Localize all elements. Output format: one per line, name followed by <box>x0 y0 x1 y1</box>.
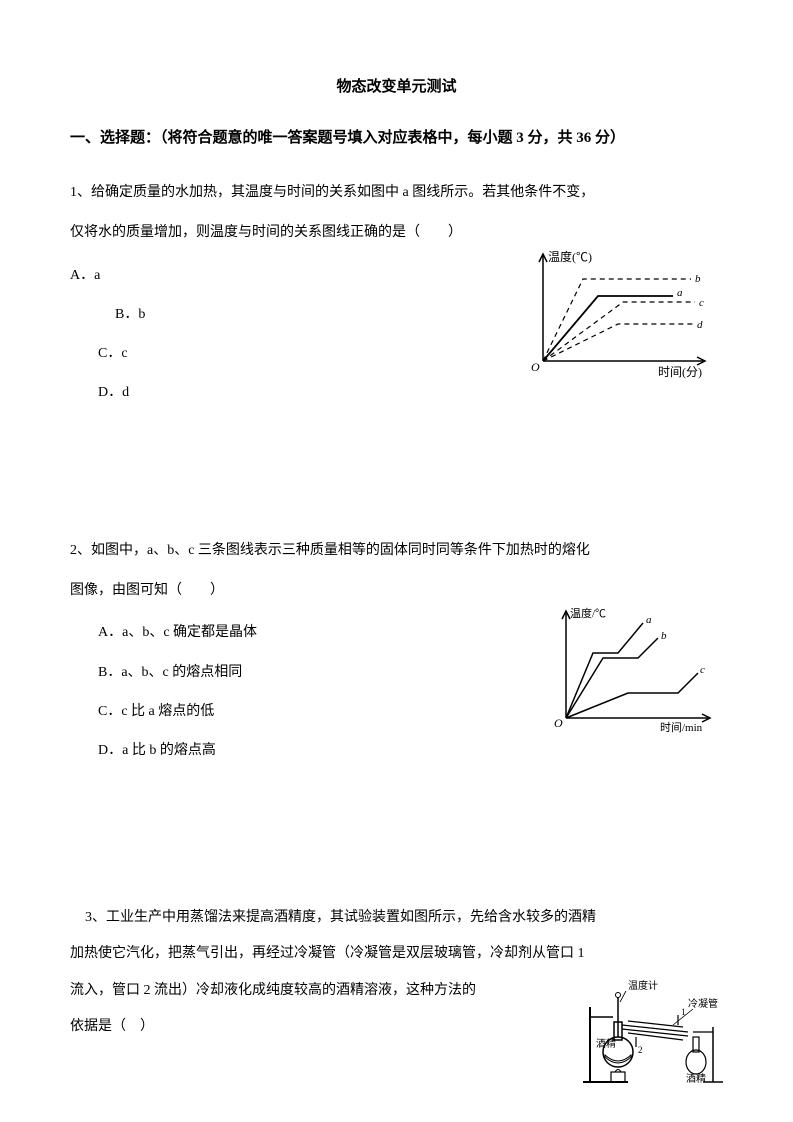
chart1-xlabel: 时间(分) <box>658 365 702 379</box>
q3-line2: 加热使它汽化，把蒸气引出，再经过冷凝管（冷凝管是双层玻璃管，冷却剂从管口 1 <box>70 936 723 972</box>
apparatus-wine-left-label: 酒精 <box>596 1037 616 1050</box>
q1-line1: 1、给确定质量的水加热，其温度与时间的关系如图中 a 图线所示。若其他条件不变， <box>70 175 723 211</box>
page-title: 物态改变单元测试 <box>70 75 723 96</box>
apparatus-wine-right-label: 酒精 <box>686 1072 706 1085</box>
chart2-line-b-label: b <box>661 630 667 642</box>
chart2-origin: O <box>554 716 563 730</box>
q1-options: A．a B．b C．c D．d 温度(℃) 时间(分) O a b c d <box>70 256 723 413</box>
q2-chart: 温度/℃ 时间/min O a b c <box>548 603 718 743</box>
q1-chart: 温度(℃) 时间(分) O a b c d <box>523 246 723 386</box>
q3-apparatus: 温度计 冷凝管 酒精 酒精 1 2 <box>578 977 728 1087</box>
q2-line1: 2、如图中，a、b、c 三条图线表示三种质量相等的固体同时同等条件下加热时的熔化 <box>70 533 723 569</box>
chart1-line-a-label: a <box>677 287 683 299</box>
chart1-line-d-label: d <box>697 319 703 331</box>
q2-options: A．a、b、c 确定都是晶体 B．a、b、c 的熔点相同 C．c 比 a 熔点的… <box>70 613 723 770</box>
section-header: 一、选择题：（将符合题意的唯一答案题号填入对应表格中，每小题 3 分，共 36 … <box>70 126 723 147</box>
apparatus-port1-label: 1 <box>681 1007 686 1017</box>
chart2-line-a-label: a <box>646 614 652 626</box>
chart2-xlabel: 时间/min <box>660 721 703 734</box>
apparatus-thermo-label: 温度计 <box>628 979 658 992</box>
chart2-line-c-label: c <box>700 664 705 676</box>
chart2-ylabel: 温度/℃ <box>570 606 606 620</box>
q3-line1: 3、工业生产中用蒸馏法来提高酒精度，其试验装置如图所示，先给含水较多的酒精 <box>70 900 723 936</box>
chart1-line-b-label: b <box>695 273 701 285</box>
chart1-origin: O <box>531 360 540 374</box>
chart1-line-c-label: c <box>699 297 704 309</box>
apparatus-condenser-label: 冷凝管 <box>688 997 718 1010</box>
chart1-ylabel: 温度(℃) <box>548 249 592 264</box>
apparatus-port2-label: 2 <box>638 1045 643 1055</box>
